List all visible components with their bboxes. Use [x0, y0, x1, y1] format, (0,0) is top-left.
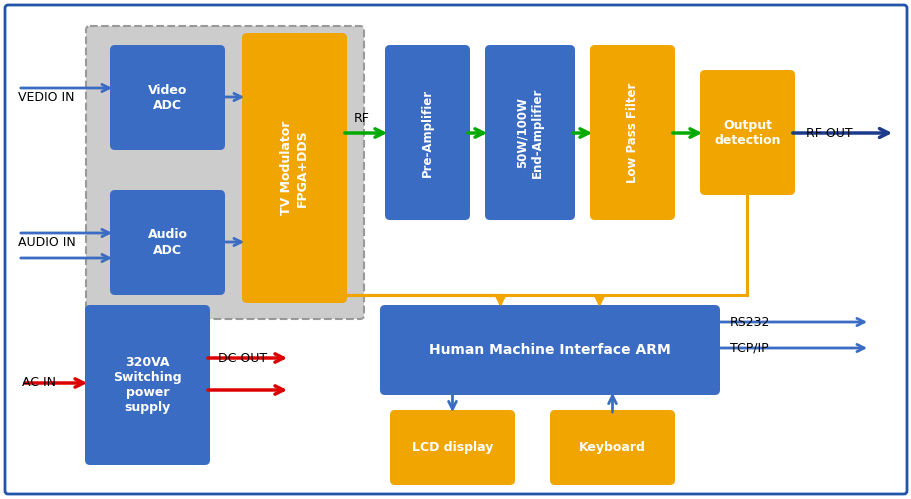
Text: Output
detection: Output detection [713, 118, 780, 147]
Text: AC IN: AC IN [22, 377, 56, 390]
Text: RF OUT: RF OUT [805, 127, 852, 140]
FancyBboxPatch shape [110, 45, 225, 150]
FancyBboxPatch shape [86, 26, 363, 319]
Text: Keyboard: Keyboard [578, 441, 645, 454]
Text: VEDIO IN: VEDIO IN [18, 90, 75, 103]
FancyBboxPatch shape [380, 305, 719, 395]
Text: TCP/IP: TCP/IP [729, 341, 768, 354]
Text: Human Machine Interface ARM: Human Machine Interface ARM [429, 343, 670, 357]
Text: 50W/100W
End-Amplifier: 50W/100W End-Amplifier [516, 87, 543, 178]
Text: Low Pass Filter: Low Pass Filter [625, 82, 639, 183]
FancyBboxPatch shape [5, 5, 906, 494]
Text: Pre-Amplifier: Pre-Amplifier [421, 88, 434, 177]
Text: RS232: RS232 [729, 315, 770, 328]
Text: AUDIO IN: AUDIO IN [18, 236, 76, 249]
FancyBboxPatch shape [85, 305, 210, 465]
Text: Video
ADC: Video ADC [148, 83, 187, 111]
FancyBboxPatch shape [485, 45, 574, 220]
FancyBboxPatch shape [549, 410, 674, 485]
Text: 320VA
Switching
power
supply: 320VA Switching power supply [113, 356, 181, 414]
FancyBboxPatch shape [241, 33, 346, 303]
Text: RF: RF [353, 111, 370, 124]
FancyBboxPatch shape [589, 45, 674, 220]
FancyBboxPatch shape [390, 410, 515, 485]
Text: TV Modulator
FPGA+DDS: TV Modulator FPGA+DDS [281, 121, 308, 215]
FancyBboxPatch shape [384, 45, 469, 220]
Text: DC OUT: DC OUT [218, 351, 267, 364]
FancyBboxPatch shape [110, 190, 225, 295]
Text: LCD display: LCD display [412, 441, 493, 454]
Text: Audio
ADC: Audio ADC [148, 229, 188, 256]
FancyBboxPatch shape [700, 70, 794, 195]
